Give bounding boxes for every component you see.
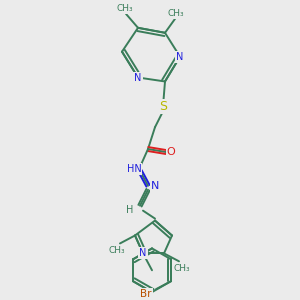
Text: CH₃: CH₃ xyxy=(109,246,125,255)
Text: H: H xyxy=(126,205,134,214)
Text: CH₃: CH₃ xyxy=(117,4,133,14)
Text: CH₃: CH₃ xyxy=(174,264,190,273)
Text: O: O xyxy=(167,147,176,157)
Text: S: S xyxy=(159,100,167,113)
Text: N: N xyxy=(139,248,147,258)
Text: N: N xyxy=(134,73,142,82)
Text: HN: HN xyxy=(127,164,141,174)
Text: N: N xyxy=(176,52,184,61)
Text: N: N xyxy=(151,181,159,191)
Text: CH₃: CH₃ xyxy=(168,9,184,18)
Text: Br: Br xyxy=(140,289,152,299)
